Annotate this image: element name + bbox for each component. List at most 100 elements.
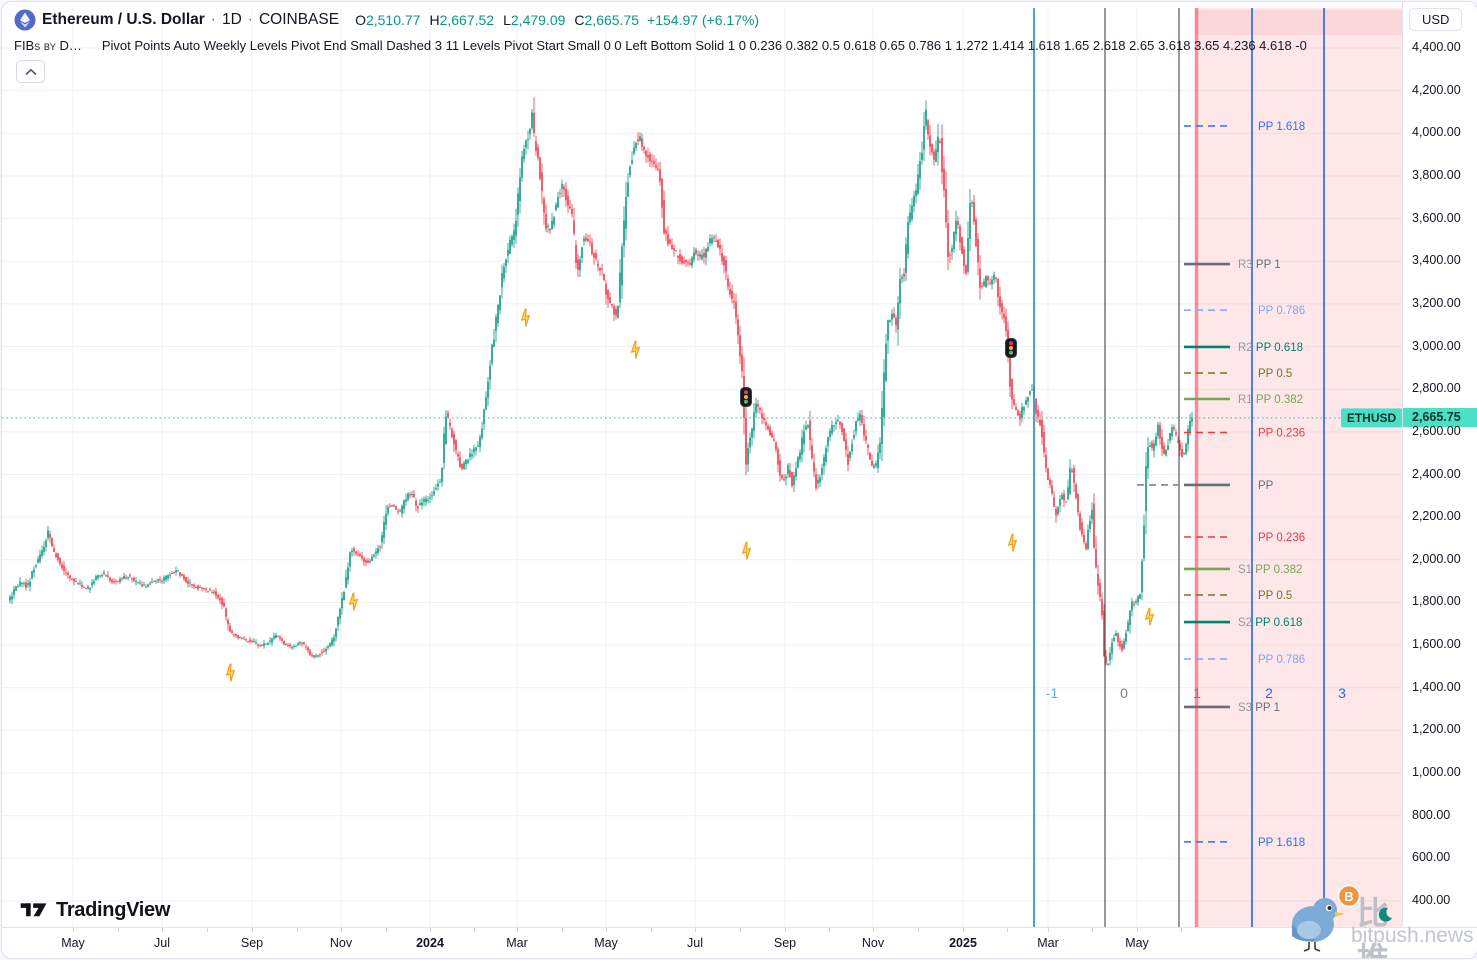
indicators-row: FIBs by D… Pivot Points Auto Weekly Leve… [14,38,1399,53]
time-tick-label: May [61,936,85,950]
lightning-bolt-icon [1007,533,1017,552]
price-tick-label: 4,200.00 [1412,82,1461,97]
time-tick-label: Mar [506,936,528,950]
traffic-light-icon [740,387,752,407]
time-tick-mark [386,928,387,932]
time-tick-label: Sep [773,936,797,950]
change-value: +154.97 (+6.17%) [647,12,760,28]
separator: · [247,11,253,28]
time-tick-mark [252,928,253,932]
chevron-up-icon [25,68,37,76]
last-price-tag: 2,665.75 [1403,408,1477,428]
svg-text:R1 PP 0.382: R1 PP 0.382 [1238,394,1303,406]
lightning-bolt-icon [741,541,751,560]
svg-text:PP 0.786: PP 0.786 [1258,305,1305,317]
price-tick-label: 4,400.00 [1412,40,1461,54]
time-tick-mark [1048,928,1049,932]
time-tick-mark [1181,928,1182,932]
fib-extension-zone [1194,8,1402,927]
svg-text:1: 1 [1193,685,1201,701]
svg-text:S2 PP 0.618: S2 PP 0.618 [1238,617,1302,629]
time-tick-mark [162,928,163,932]
price-tick-label: 1,600.00 [1412,637,1461,652]
symbol-row: Ethereum / U.S. Dollar · 1D · COINBASE O… [14,9,1399,31]
time-tick-label: Sep [240,936,264,950]
time-tick-label: 2025 [949,936,977,950]
time-tick-mark [873,928,874,932]
time-tick-mark [1007,928,1008,932]
high-value: 2,667.52 [439,12,495,28]
price-tick-label: 600.00 [1412,850,1451,865]
svg-text:PP 0.236: PP 0.236 [1258,427,1305,439]
exchange-label[interactable]: COINBASE [258,11,340,28]
close-label: C [574,12,585,28]
price-tick-label: 3,200.00 [1412,295,1461,310]
svg-text:2: 2 [1265,685,1273,701]
svg-text:PP 0.5: PP 0.5 [1258,368,1292,380]
time-tick-label: 2024 [416,936,444,950]
price-tick-label: 400.00 [1412,893,1451,907]
price-tick-label: 800.00 [1412,807,1451,822]
close-value: 2,665.75 [584,12,640,28]
time-tick-mark [517,928,518,932]
svg-text:PP: PP [1258,480,1274,492]
ohlc-values: O2,510.77 H2,667.52 L2,479.09 C2,665.75 [355,12,639,28]
time-tick-label: May [1125,936,1149,950]
indicator-fibs[interactable]: FIBs by D… [14,38,82,53]
svg-text:S1 PP 0.382: S1 PP 0.382 [1238,564,1302,576]
time-tick-mark [963,928,964,932]
indicator-pivot-points[interactable]: Pivot Points Auto Weekly Levels Pivot En… [101,38,1307,53]
price-tick-label: 2,800.00 [1412,381,1461,396]
tradingview-logo-icon [19,897,49,923]
candlestick-series [9,97,1193,666]
time-tick-label: Nov [329,936,353,950]
svg-text:PP 1.618: PP 1.618 [1258,837,1305,849]
time-axis[interactable]: May Jul Sep Nov 2024 Mar May Jul Sep Nov 2025 Mar Ma… [2,927,1477,958]
svg-text:3: 3 [1338,685,1346,701]
low-label: L [503,12,511,28]
lightning-bolt-icon [520,308,530,327]
lightning-bolt-icon [1144,607,1154,626]
time-tick-mark [695,928,696,932]
pivot-levels: PP 1.618 R3 PP 1 PP 0.786 R2 PP 0.618 PP 0.5… [1137,121,1305,849]
ethereum-icon [14,9,36,31]
price-tick-label: 1,400.00 [1412,679,1461,694]
chart-legend: Ethereum / U.S. Dollar · 1D · COINBASE O… [14,9,1399,53]
svg-text:PP 0.236: PP 0.236 [1258,532,1305,544]
traffic-light-icon [1005,338,1017,358]
time-tick-mark [430,928,431,932]
low-value: 2,479.09 [510,12,566,28]
time-tick-label: Jul [687,936,703,950]
lightning-bolt-icon [630,340,640,359]
time-tick-label: Nov [861,936,885,950]
time-tick-mark [1092,928,1093,932]
interval-button[interactable]: 1D [221,11,242,28]
time-tick-mark [297,928,298,932]
price-tick-label: 3,600.00 [1412,210,1461,225]
svg-text:S3 PP 1: S3 PP 1 [1238,702,1280,714]
currency-toggle-button[interactable]: USD [1409,8,1463,31]
collapse-legend-button[interactable] [16,60,45,83]
lightning-bolt-icon [348,592,358,611]
tradingview-watermark[interactable]: TradingView [19,897,170,923]
price-tick-label: 3,000.00 [1412,338,1461,353]
symbol-title[interactable]: Ethereum / U.S. Dollar [42,11,205,28]
svg-text:PP 1.618: PP 1.618 [1258,121,1305,133]
grid [2,8,1402,927]
svg-text:PP 0.5: PP 0.5 [1258,590,1292,602]
time-tick-mark [207,928,208,932]
symbol-price-flag [1341,408,1402,428]
svg-text:PP 0.786: PP 0.786 [1258,654,1305,666]
separator: · [210,11,216,28]
time-tick-mark [918,928,919,932]
price-axis[interactable]: USD 2,665.75 400.00 600.00 800.00 1,000.00 1… [1402,2,1477,926]
svg-text:ETHUSD: ETHUSD [1347,411,1397,425]
price-tick-label: 1,000.00 [1412,765,1461,780]
chart-pane[interactable]: -1 0 1 2 3 PP 1.618 R3 PP 1 PP 0.786 R2 PP 0.618… [2,2,1402,927]
price-tick-label: 3,800.00 [1412,167,1461,182]
time-tick-label: May [594,936,618,950]
event-markers [225,308,1154,682]
time-tick-label: Mar [1037,936,1059,950]
svg-text:-1: -1 [1046,685,1059,701]
current-price-line: ETHUSD [2,408,1402,428]
